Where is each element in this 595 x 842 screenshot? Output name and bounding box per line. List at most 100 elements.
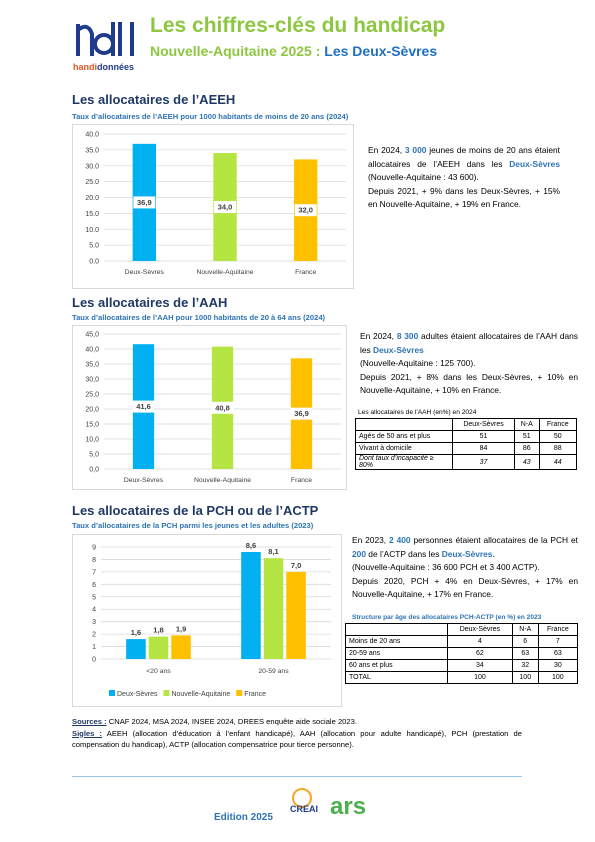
bar [148, 636, 169, 659]
y-tick-label: 30.0 [85, 163, 99, 170]
column-header: N-A [511, 623, 539, 636]
highlight: 3 000 [404, 145, 427, 155]
table-row: 20-59 ans 62 63 63 [344, 647, 579, 660]
x-tick-label: Deux-Sèvres [124, 477, 164, 484]
row-label: 20-59 ans [344, 647, 449, 660]
value-label: 32,0 [298, 206, 313, 215]
handidonnees-logo: handi données [73, 22, 134, 72]
edition: Edition 2025 [214, 812, 273, 823]
text: Depuis 2020, PCH + 4% en Deux-Sèvres, + … [352, 575, 578, 600]
table-row: TOTAL 100 100 100 [344, 671, 579, 684]
sigles-text: AEEH (allocation d’éducation à l’enfant … [72, 728, 522, 750]
table-cell: 62 [447, 647, 513, 660]
y-tick-label: 40,0 [85, 347, 99, 354]
chart: 0,0 5,0 10,0 15,0 20,0 25,0 30,0 35,0 40,0 45,0 De… [85, 332, 341, 484]
bar [241, 551, 261, 659]
y-tick-label: 10,0 [85, 437, 99, 444]
table-cell: 84 [452, 442, 515, 455]
y-tick-label: 5.0 [89, 243, 99, 250]
value-label-box [290, 407, 313, 420]
table-cell: 88 [538, 442, 578, 455]
y-tick-label: 7 [92, 569, 96, 576]
bar [126, 639, 146, 659]
y-tick-label: 15.0 [85, 211, 99, 218]
value-label-box [132, 400, 155, 413]
y-tick-label: 0,0 [89, 467, 99, 474]
x-tick-label: France [291, 477, 312, 484]
value-label: 34,0 [218, 203, 233, 212]
legend-label: Deux-Sèvres [117, 691, 158, 698]
table-cell: 51 [452, 430, 515, 443]
y-tick-label: 15,0 [85, 422, 99, 429]
text: En 2024, [368, 145, 405, 155]
y-tick-label: 4 [92, 607, 96, 614]
logo-d [93, 33, 115, 55]
separator [72, 776, 522, 777]
x-tick-label: 20-59 ans [258, 668, 289, 675]
value-label-box [294, 204, 317, 217]
y-tick-label: 6 [92, 582, 96, 589]
y-tick-label: 0 [92, 657, 96, 664]
table-cell: 37 [452, 454, 515, 470]
column-header: France [538, 418, 578, 431]
table-cell: 4 [447, 635, 513, 648]
row-label: Moins de 20 ans [344, 635, 449, 648]
y-tick-label: 35,0 [85, 362, 99, 369]
value-label: 1,6 [131, 628, 141, 637]
highlight: Deux-Sèvres [373, 344, 424, 355]
value-label: 36,9 [137, 198, 152, 207]
bar [263, 558, 284, 659]
table: Deux-Sèvres N-A France Moins de 20 ans 4 6 7 20… [344, 623, 579, 684]
row-label: Vivant à domicile [354, 442, 454, 455]
section-heading: Les allocataires de l’AAH [72, 295, 228, 310]
sources: Sources : CNAF 2024, MSA 2024, INSEE 202… [72, 716, 522, 751]
row-label: 60 ans et plus [344, 659, 449, 672]
table-cell: 100 [447, 671, 513, 684]
logo-bars [118, 22, 134, 56]
value-label: 41,6 [136, 402, 151, 411]
value-label: 40,8 [215, 403, 230, 412]
text: personnes étaient allocataires de la PCH… [410, 535, 578, 545]
highlight: Deux-Sèvres [509, 158, 560, 169]
chart-title: Taux d’allocataires de l’AEEH pour 1000 … [72, 112, 349, 121]
table-cell: 100 [537, 671, 579, 684]
y-tick-label: 10.0 [85, 227, 99, 234]
row-label: Dont taux d’incapacité ≥ 80% [354, 454, 454, 470]
table-cell: 32 [511, 659, 539, 672]
section-heading: Les allocataires de l’AEEH [72, 92, 236, 107]
x-tick-label: Nouvelle-Aquitaine [196, 269, 253, 276]
chart: 0.0 5.0 10.0 15.0 20.0 25.0 30.0 35.0 40.0 Deux-S… [85, 132, 346, 276]
legend-swatch [109, 690, 115, 696]
text: (Nouvelle-Aquitaine : 36 600 PCH et 3 40… [352, 562, 540, 573]
value-label-box [211, 401, 234, 414]
highlight: 2 400 [389, 535, 411, 545]
table: Deux-Sèvres N-A France Agés de 50 ans et pl… [354, 418, 578, 470]
creai-ars-logo: CREAI ars [290, 788, 366, 820]
value-label: 36,9 [294, 409, 309, 418]
x-tick-label: Nouvelle-Aquitaine [194, 477, 251, 484]
y-tick-label: 2 [92, 632, 96, 639]
value-label: 1,8 [153, 626, 163, 635]
table-cell: 50 [538, 430, 578, 443]
column-header: Deux-Sèvres [447, 623, 513, 636]
text: Depuis 2021, + 9% dans les Deux-Sèvres, … [368, 185, 560, 210]
bar [286, 571, 306, 659]
table-row: Moins de 20 ans 4 6 7 [344, 635, 579, 648]
row-label: Agés de 50 ans et plus [354, 430, 454, 443]
value-label-box [214, 201, 236, 214]
y-tick-label: 40.0 [85, 132, 99, 139]
paragraph: En 2024, 3 000 jeunes de moins de 20 ans… [368, 144, 560, 212]
y-tick-label: 20.0 [85, 195, 99, 202]
text: adultes étaient allocataires de l’AAH da… [360, 331, 578, 355]
chart-frame: 0,0 5,0 10,0 15,0 20,0 25,0 30,0 35,0 40,0 45,0 De… [72, 325, 347, 490]
table-row: Agés de 50 ans et plus 51 51 50 [354, 430, 578, 443]
y-tick-label: 35.0 [85, 147, 99, 154]
table-cell: 34 [447, 659, 513, 672]
y-tick-label: 1 [92, 644, 96, 651]
table-cell: 63 [511, 647, 539, 660]
y-tick-label: 5 [92, 594, 96, 601]
chart-title: Taux d’allocataires de la PCH parmi les … [72, 521, 314, 530]
bar [171, 635, 191, 659]
text: jeunes de moins de 20 ans étaient alloca… [368, 145, 561, 169]
